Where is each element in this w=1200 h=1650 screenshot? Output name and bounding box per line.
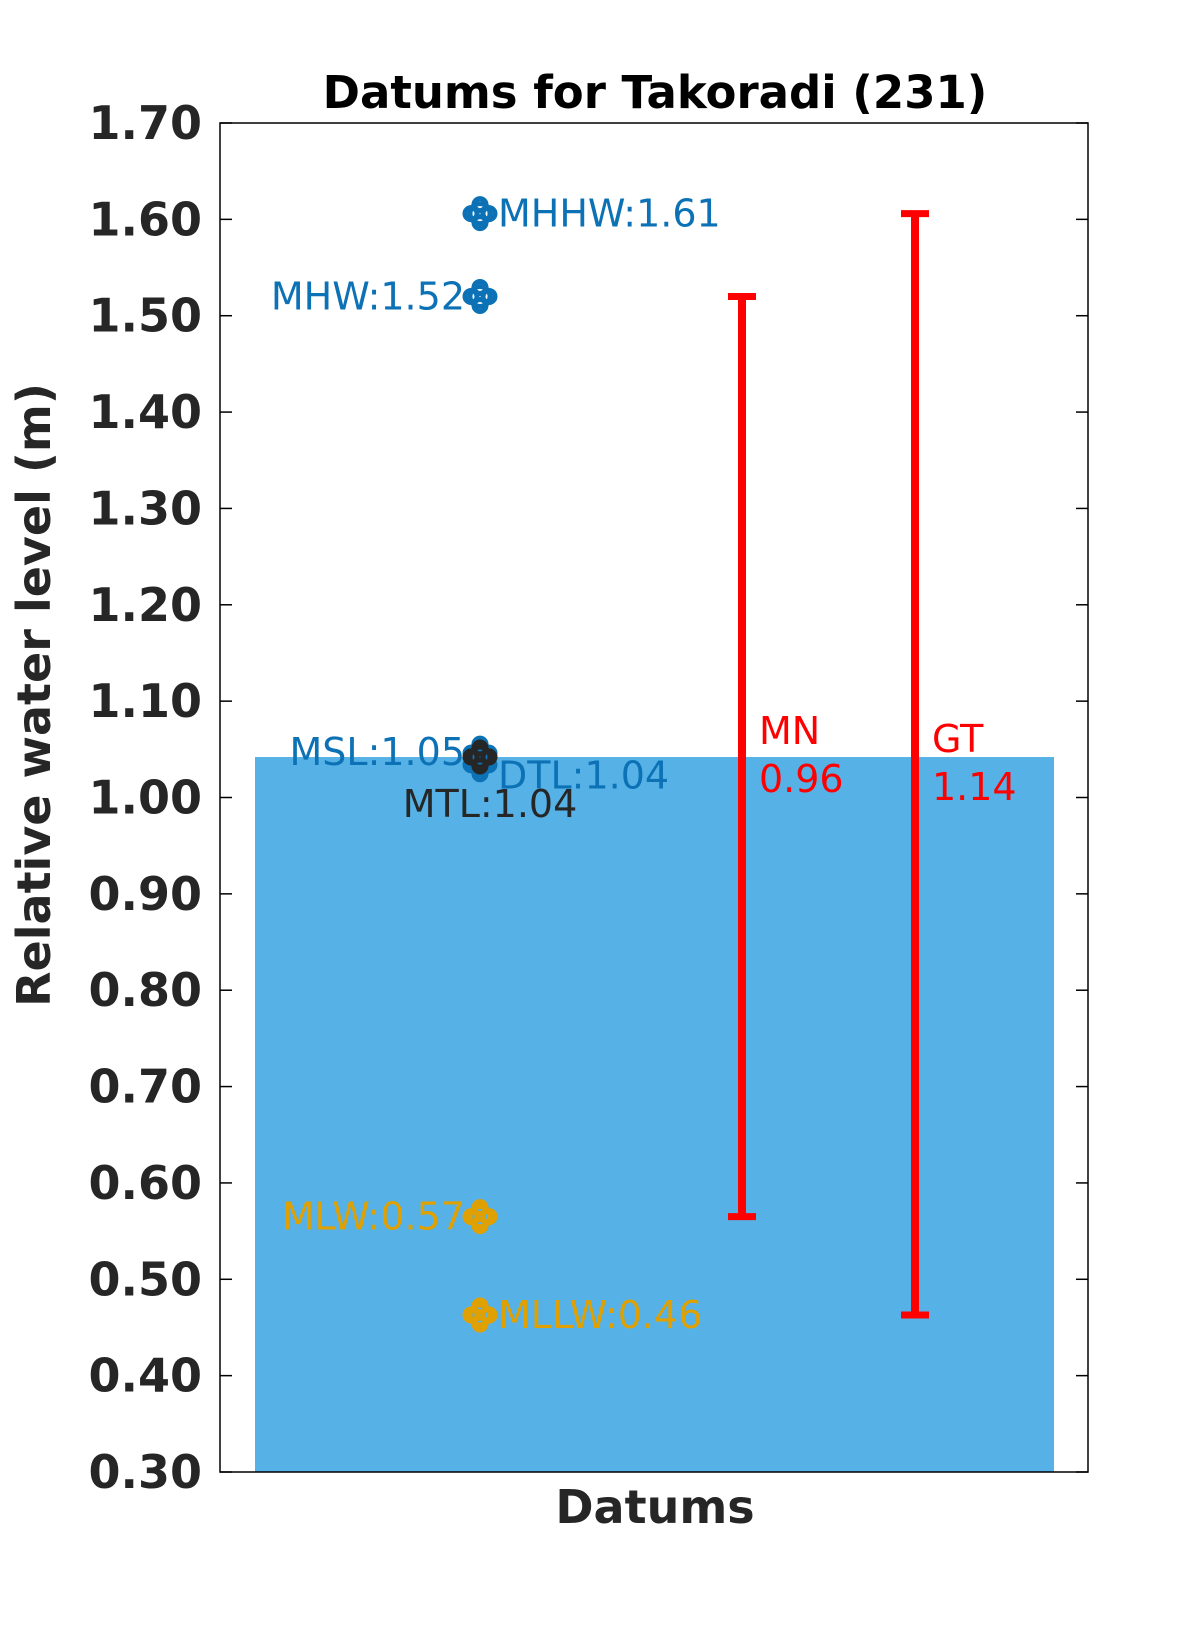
range-gt-value: 1.14 (932, 765, 1017, 809)
datum-mtl-label: MTL:1.04 (403, 782, 578, 826)
y-tick-label: 1.00 (89, 771, 203, 825)
y-tick-label: 0.50 (89, 1252, 203, 1306)
datum-mlw-marker (462, 1199, 498, 1235)
datum-mtl-marker (462, 739, 498, 775)
y-tick-label: 0.70 (89, 1060, 203, 1114)
y-tick-label: 0.40 (89, 1349, 203, 1403)
datum-mhw-marker (462, 278, 498, 314)
datum-mhhw-label: MHHW:1.61 (498, 192, 721, 236)
datum-mhhw-marker (462, 196, 498, 232)
x-axis-label: Datums (555, 1480, 754, 1534)
datum-msl-label: MSL:1.05 (290, 730, 466, 774)
range-mn-value: 0.96 (759, 757, 844, 801)
plot-frame (219, 122, 1089, 1473)
datum-mllw-marker (462, 1297, 498, 1333)
y-tick-label: 1.40 (89, 385, 203, 439)
y-tick-label: 0.60 (89, 1156, 203, 1210)
range-gt-name: GT (932, 717, 984, 761)
y-tick-label: 1.60 (89, 192, 203, 246)
datum-mllw-label: MLLW:0.46 (498, 1293, 702, 1337)
y-tick-label: 0.80 (89, 963, 203, 1017)
y-axis-label: Relative water level (m) (7, 383, 61, 1007)
chart-title: Datums for Takoradi (231) (323, 66, 988, 119)
y-tick-label: 0.90 (89, 867, 203, 921)
range-mn-name: MN (759, 709, 820, 753)
y-tick-label: 1.50 (89, 289, 203, 343)
y-tick-label: 1.30 (89, 481, 203, 535)
y-tick-label: 1.10 (89, 674, 203, 728)
datum-bar (255, 757, 1054, 1472)
y-tick-label: 1.70 (89, 96, 203, 150)
y-tick-label: 1.20 (89, 578, 203, 632)
datum-dtl-label: DTL:1.04 (498, 754, 669, 798)
datum-mhw-label: MHW:1.52 (271, 274, 465, 318)
y-tick-label: 0.30 (89, 1445, 203, 1499)
datum-mlw-label: MLW:0.57 (282, 1195, 465, 1239)
